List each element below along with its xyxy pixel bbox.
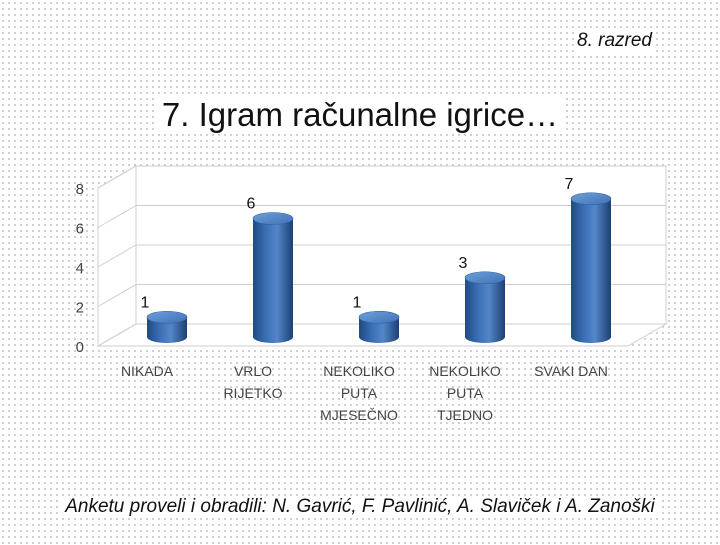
gridline: [97, 205, 666, 228]
bar-top: [146, 310, 188, 324]
chart-title-text: 7. Igram računalne igrice…: [155, 96, 565, 133]
y-tick-label: 2: [76, 300, 84, 317]
y-axis: 0 2 4 6 8: [76, 181, 84, 356]
credits: Anketu proveli i obradili: N. Gavrić, F.…: [0, 496, 720, 518]
bar-top: [358, 310, 400, 324]
gridline: [97, 244, 666, 268]
chart-title: 7. Igram računalne igrice…: [0, 96, 720, 134]
x-tick-label: NIKADA: [121, 363, 174, 379]
grade-label: 8. razred: [575, 30, 654, 52]
data-label: 1: [353, 294, 362, 311]
bars: 1 6 1 3 7: [141, 176, 612, 343]
bar-top: [464, 271, 506, 285]
bar-top: [570, 192, 612, 206]
bar-body: [465, 277, 505, 343]
x-axis: NIKADA VRLO RIJETKO NEKOLIKO PUTA MJESEČNO NEK…: [121, 363, 608, 423]
data-label: 6: [247, 196, 256, 213]
y-tick-label: 0: [76, 339, 84, 356]
data-label: 1: [141, 294, 150, 311]
gridline: [97, 165, 666, 189]
data-label: 3: [459, 255, 468, 272]
bar: 1: [353, 294, 400, 343]
bar-top: [252, 212, 294, 225]
y-tick-label: 8: [76, 181, 84, 198]
bar: 7: [565, 176, 612, 343]
x-tick-label: VRLO RIJETKO: [223, 363, 282, 401]
data-label: 7: [565, 176, 574, 193]
bar-body: [359, 317, 399, 343]
x-tick-label: NEKOLIKO PUTA TJEDNO: [429, 363, 501, 423]
bar-body: [571, 198, 611, 343]
x-tick-label: SVAKI DAN: [534, 363, 608, 379]
credits-text: Anketu proveli i obradili: N. Gavrić, F.…: [62, 496, 658, 517]
y-tick-label: 6: [76, 221, 84, 238]
bar-body: [253, 218, 293, 343]
bar: 3: [459, 255, 506, 343]
x-tick-label: NEKOLIKO PUTA MJESEČNO: [320, 363, 398, 423]
bar: 1: [141, 294, 188, 343]
bar-body: [147, 317, 187, 343]
bar: 6: [247, 196, 294, 343]
y-tick-label: 4: [76, 260, 84, 277]
